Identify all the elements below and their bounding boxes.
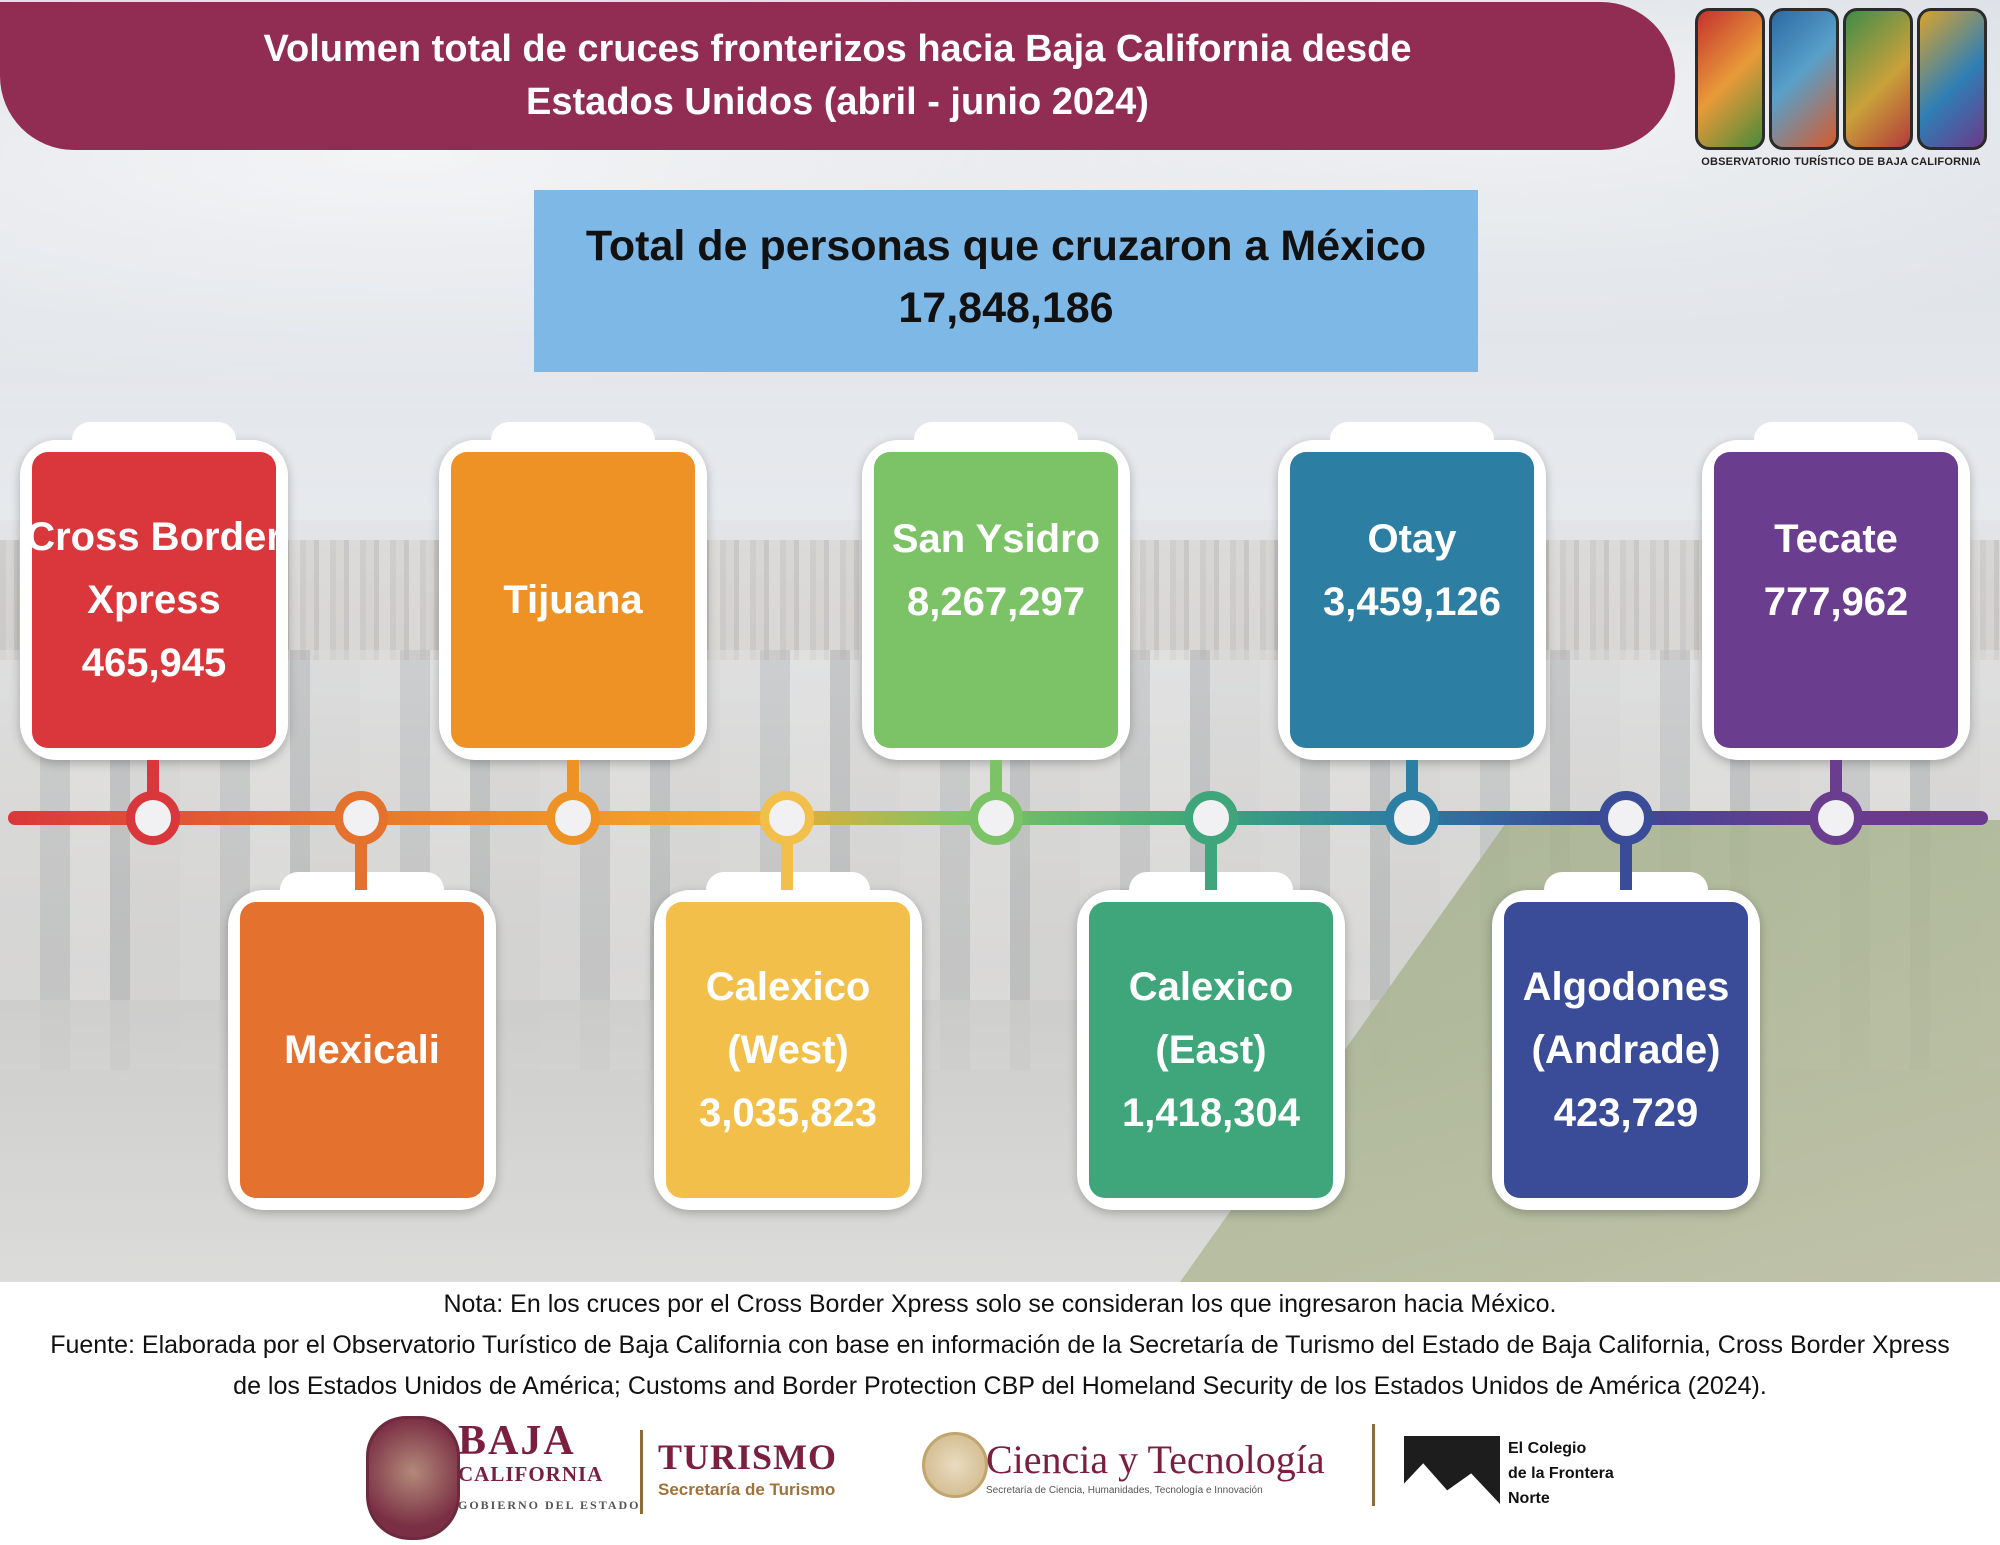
source-text: Fuente: Elaborada por el Observatorio Tu… — [50, 1331, 1950, 1400]
card-line: (Andrade) — [1531, 1027, 1721, 1072]
card-calexico-east: Calexico (East) 1,418,304 — [1077, 872, 1345, 1210]
ciencia-logo-line1: Ciencia y Tecnología — [986, 1437, 1325, 1482]
card-value: 423,729 — [1553, 1090, 1699, 1135]
card-san-ysidro-content: San Ysidro 8,267,297 — [874, 452, 1118, 748]
card-algodones-content: Algodones (Andrade) 423,729 — [1504, 902, 1748, 1198]
card-line: Cross Border — [26, 514, 282, 559]
turismo-logo: TURISMO Secretaría de Turismo — [658, 1436, 837, 1500]
card-value: 3,459,126 — [1323, 580, 1501, 624]
title-banner: Volumen total de cruces fronterizos haci… — [0, 2, 1675, 150]
title-line-1: Volumen total de cruces fronterizos haci… — [263, 28, 1412, 70]
card-line: Calexico — [1128, 964, 1294, 1009]
timeline-node — [1809, 791, 1863, 845]
timeline-node — [1184, 791, 1238, 845]
timeline-node — [969, 791, 1023, 845]
card-value: 777,962 — [1763, 580, 1909, 624]
timeline-node — [334, 791, 388, 845]
otbc-letters-mark — [1695, 8, 1987, 150]
ciencia-logo-line2: Secretaría de Ciencia, Humanidades, Tecn… — [986, 1485, 1263, 1496]
card-line: Otay — [1367, 517, 1457, 561]
bc-logo-line2: CALIFORNIA — [458, 1462, 604, 1486]
timeline-node — [126, 791, 180, 845]
card-cross-border-xpress-content: Cross Border Xpress 465,945 — [26, 452, 282, 748]
card-mexicali: Mexicali — [228, 872, 496, 1210]
card-tecate: Tecate 777,962 — [1702, 422, 1970, 760]
colef-logo-line1: El Colegio — [1508, 1440, 1587, 1457]
card-otay-content: Otay 3,459,126 — [1290, 452, 1534, 748]
colef-mountain-icon — [1404, 1436, 1500, 1504]
colef-logo-line2: de la Frontera — [1508, 1465, 1614, 1482]
otbc-logo: OBSERVATORIO TURÍSTICO DE BAJA CALIFORNI… — [1695, 8, 1987, 180]
card-value: 8,267,297 — [907, 580, 1085, 624]
card-calexico-west: Calexico (West) 3,035,823 — [654, 872, 922, 1210]
bc-logo-line3: GOBIERNO DEL ESTADO — [458, 1498, 641, 1512]
timeline-node — [1385, 791, 1439, 845]
card-line: Xpress — [87, 577, 221, 622]
card-tecate-content: Tecate 777,962 — [1714, 452, 1958, 748]
card-otay: Otay 3,459,126 — [1278, 422, 1546, 760]
card-line: Algodones — [1522, 964, 1730, 1009]
total-value: 17,848,186 — [898, 284, 1114, 332]
turismo-logo-line1: TURISMO — [658, 1437, 838, 1477]
colef-logo-line3: Norte — [1508, 1490, 1550, 1507]
total-box: Total de personas que cruzaron a México … — [534, 190, 1478, 372]
total-label: Total de personas que cruzaron a México — [585, 222, 1427, 270]
baja-california-logo: BAJA CALIFORNIA GOBIERNO DEL ESTADO — [458, 1420, 640, 1511]
turismo-logo-line2: Secretaría de Turismo — [658, 1480, 836, 1499]
card-line: Calexico — [705, 964, 871, 1009]
national-seal-icon — [922, 1432, 988, 1498]
ciencia-tecnologia-logo: Ciencia y Tecnología Secretaría de Cienc… — [986, 1436, 1325, 1496]
card-calexico-west-content: Calexico (West) 3,035,823 — [666, 902, 910, 1198]
note-text: Nota: En los cruces por el Cross Border … — [443, 1290, 1557, 1318]
timeline-node — [1599, 791, 1653, 845]
baja-california-shield-icon — [366, 1416, 460, 1540]
card-tijuana: Tijuana — [439, 422, 707, 760]
card-value: 3,035,823 — [699, 1090, 877, 1135]
footnote: Nota: En los cruces por el Cross Border … — [0, 1284, 2000, 1407]
otbc-logo-subtitle: OBSERVATORIO TURÍSTICO DE BAJA CALIFORNI… — [1701, 156, 1981, 168]
card-san-ysidro: San Ysidro 8,267,297 — [862, 422, 1130, 760]
bc-logo-line1: BAJA — [458, 1418, 576, 1464]
card-line: San Ysidro — [891, 517, 1101, 561]
card-line: (East) — [1155, 1027, 1267, 1072]
card-line: Tijuana — [503, 577, 643, 622]
card-line: Mexicali — [284, 1027, 440, 1072]
logo-divider — [640, 1430, 643, 1514]
logo-divider — [1372, 1424, 1375, 1506]
card-tijuana-content: Tijuana — [451, 452, 695, 748]
card-value: 1,418,304 — [1122, 1090, 1300, 1135]
card-value: 465,945 — [81, 640, 227, 685]
footer-logos: BAJA CALIFORNIA GOBIERNO DEL ESTADO TURI… — [0, 1408, 2000, 1540]
page-title: Volumen total de cruces fronterizos haci… — [138, 23, 1538, 129]
card-calexico-east-content: Calexico (East) 1,418,304 — [1089, 902, 1333, 1198]
card-line: (West) — [727, 1027, 849, 1072]
card-mexicali-content: Mexicali — [240, 902, 484, 1198]
timeline-node — [760, 791, 814, 845]
card-line: Tecate — [1774, 517, 1898, 561]
timeline-node — [546, 791, 600, 845]
card-algodones: Algodones (Andrade) 423,729 — [1492, 872, 1760, 1210]
title-line-2: Estados Unidos (abril - junio 2024) — [526, 81, 1149, 123]
card-cross-border-xpress: Cross Border Xpress 465,945 — [20, 422, 288, 760]
colef-logo: El Colegio de la Frontera Norte — [1508, 1436, 1614, 1511]
